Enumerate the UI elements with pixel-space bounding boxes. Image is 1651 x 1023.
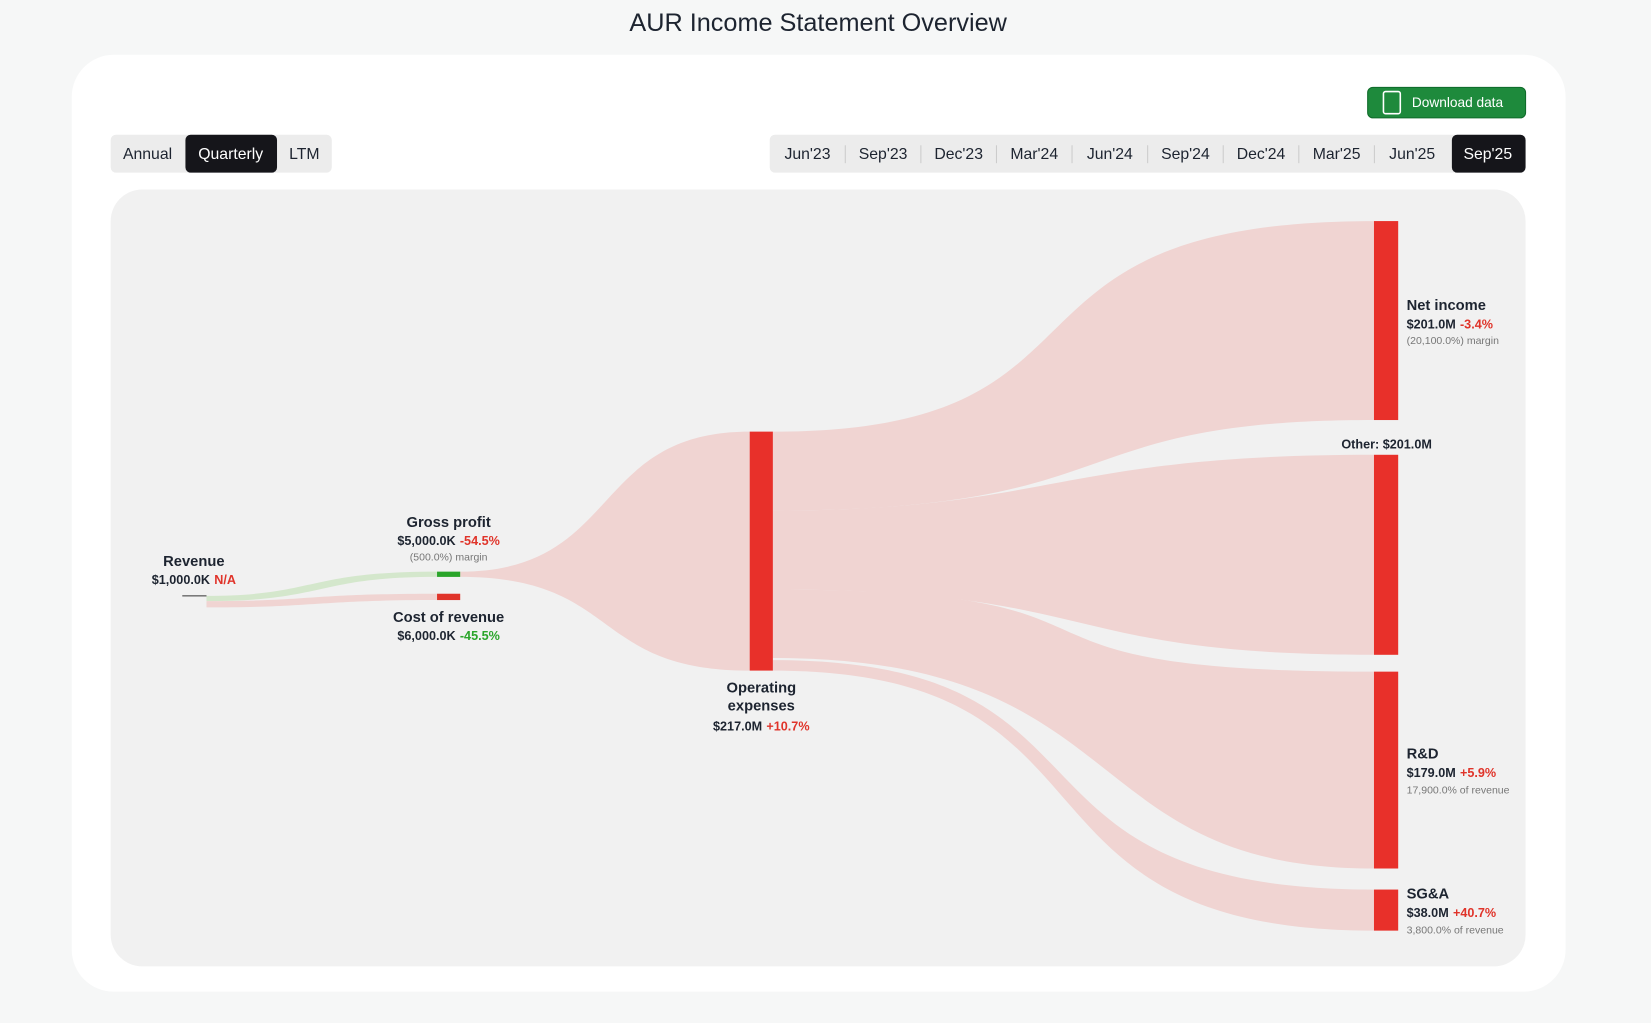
node-value: $217.0M +10.7%: [713, 720, 810, 734]
flow: [772, 221, 1374, 511]
active-date: [1451, 134, 1526, 173]
flow: [772, 454, 1374, 655]
node-bar: [1373, 671, 1399, 869]
node-value: $5,000.0K -54.5%: [397, 535, 499, 549]
other-label: Other: $201.0M: [1341, 438, 1432, 452]
period-tab[interactable]: Quarterly: [198, 146, 263, 163]
node-bars: [182, 221, 1399, 931]
period-tab[interactable]: LTM: [289, 146, 319, 163]
date-tab[interactable]: Sep'25: [1463, 146, 1512, 163]
date-tab[interactable]: Sep'24: [1161, 146, 1210, 163]
node-value: $6,000.0K -45.5%: [397, 629, 499, 643]
node-label: Gross profit: [407, 515, 491, 531]
node-value: $179.0M +5.9%: [1407, 766, 1497, 780]
node-note: (500.0%) margin: [410, 552, 488, 564]
date-tab[interactable]: Jun'23: [784, 146, 830, 163]
node-label: R&D: [1407, 747, 1439, 763]
node-value: $38.0M +40.7%: [1407, 906, 1497, 920]
node-label: Cost of revenue: [393, 610, 504, 626]
node-bar: [437, 593, 461, 601]
flow: [206, 593, 438, 608]
node-label: SG&A: [1407, 887, 1450, 903]
flow: [772, 589, 1374, 869]
node-bar: [437, 571, 461, 577]
node-label: Revenue: [163, 554, 224, 570]
node-note: 3,800.0% of revenue: [1407, 924, 1504, 936]
node-bar: [749, 431, 773, 671]
date-tab[interactable]: Sep'23: [859, 146, 908, 163]
period-tab[interactable]: Annual: [123, 146, 172, 163]
date-tab[interactable]: Dec'24: [1237, 146, 1286, 163]
flow: [206, 571, 438, 602]
node-note: 17,900.0% of revenue: [1407, 784, 1510, 796]
flow: [772, 660, 1374, 931]
node-label-box: Operating expenses: [726, 679, 797, 714]
active-tab: [185, 134, 278, 173]
node-value: $1,000.0K N/A: [152, 573, 236, 587]
date-tab[interactable]: Jun'24: [1087, 146, 1133, 163]
download-button[interactable]: Download data: [1367, 86, 1527, 119]
date-tab[interactable]: Mar'24: [1010, 146, 1058, 163]
page-title: AUR Income Statement Overview: [629, 9, 1007, 37]
node-label: Operating expenses: [726, 679, 797, 714]
date-tab[interactable]: Jun'25: [1389, 146, 1435, 163]
flows: [206, 221, 1374, 931]
node-note: (20,100.0%) margin: [1407, 335, 1500, 347]
node-bar: [1373, 889, 1399, 931]
node-label: Net income: [1407, 298, 1486, 314]
node-value: $201.0M -3.4%: [1407, 318, 1493, 332]
node-bar: [1373, 221, 1399, 421]
date-tab[interactable]: Dec'23: [934, 146, 983, 163]
date-tab[interactable]: Mar'25: [1313, 146, 1361, 163]
download-label: Download data: [1412, 95, 1504, 110]
node-bar: [1373, 454, 1399, 655]
flow: [460, 431, 750, 671]
date-tab-group: Jun'23 Sep'23 Dec'23 Mar'24 Jun'24 Sep'24 Dec'…: [784, 145, 1512, 164]
